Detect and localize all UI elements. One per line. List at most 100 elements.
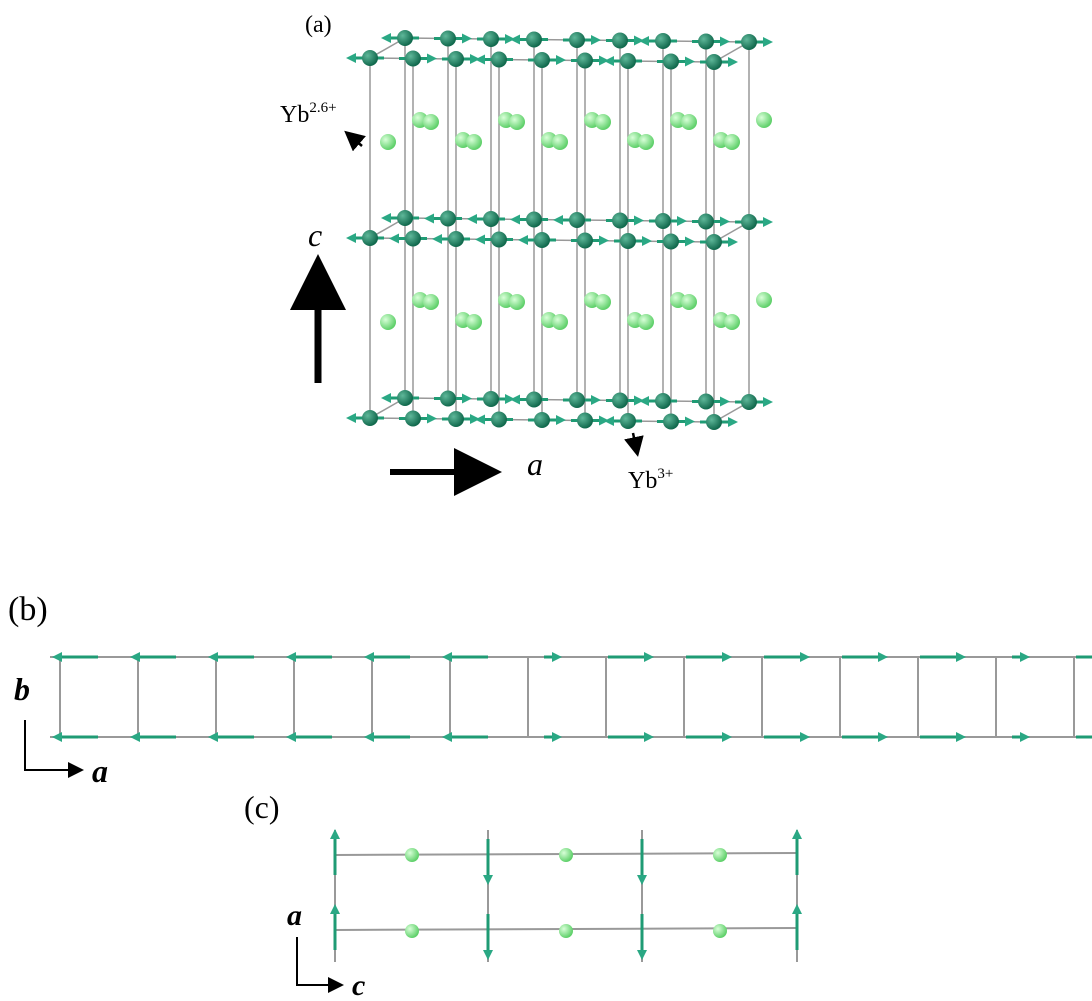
spin-head	[591, 35, 601, 45]
atom-yb26	[713, 848, 727, 862]
spin-head	[442, 732, 452, 742]
spin-head	[432, 234, 442, 244]
atom-yb3	[405, 51, 421, 67]
atom-yb3	[397, 30, 413, 46]
axis-label: c	[308, 217, 322, 253]
atom-yb3	[440, 391, 456, 407]
atom-yb3	[663, 234, 679, 250]
atom-yb3	[526, 392, 542, 408]
atom-yb26	[638, 314, 654, 330]
spin-head	[52, 652, 62, 662]
spin-head	[462, 394, 472, 404]
spin-head	[424, 214, 434, 224]
spin-head	[462, 34, 472, 44]
spin-head	[52, 732, 62, 742]
atom-yb3	[655, 213, 671, 229]
spin-head	[591, 395, 601, 405]
spin-head	[381, 213, 391, 223]
spin-head	[556, 415, 566, 425]
spin-head	[728, 57, 738, 67]
atom-yb26	[423, 294, 439, 310]
spin-head	[792, 829, 802, 839]
atom-yb26	[724, 134, 740, 150]
spin-head	[642, 236, 652, 246]
axis-label: a	[92, 753, 108, 789]
atom-yb26	[380, 314, 396, 330]
spin-head	[604, 416, 614, 426]
spin-head	[553, 215, 563, 225]
atom-yb26	[681, 114, 697, 130]
spin-head	[956, 732, 966, 742]
spin-head	[763, 397, 773, 407]
atom-yb3	[698, 394, 714, 410]
atom-yb26	[466, 314, 482, 330]
spin-head	[639, 36, 649, 46]
pointer	[633, 433, 637, 452]
spin-head	[685, 237, 695, 247]
spin-head	[599, 236, 609, 246]
atom-yb3	[534, 52, 550, 68]
annotation-text: Yb	[280, 102, 309, 128]
spin-head	[728, 237, 738, 247]
axis-label: c	[352, 969, 365, 1001]
annotation-text: Yb	[628, 468, 657, 494]
spin-head	[637, 875, 647, 885]
atom-yb3	[620, 413, 636, 429]
atom-yb3	[569, 32, 585, 48]
atom-yb3	[612, 393, 628, 409]
atom-yb3	[663, 414, 679, 430]
atom-yb3	[526, 212, 542, 228]
spin-head	[130, 732, 140, 742]
atom-yb3	[448, 51, 464, 67]
spin-head	[792, 904, 802, 914]
atom-yb26	[724, 314, 740, 330]
atom-yb26	[552, 314, 568, 330]
atom-yb26	[509, 294, 525, 310]
atom-yb3	[362, 50, 378, 66]
spin-head	[389, 234, 399, 244]
spin-head	[364, 652, 374, 662]
atom-yb3	[534, 412, 550, 428]
spin-head	[1020, 652, 1030, 662]
atom-yb3	[491, 412, 507, 428]
spin-head	[720, 217, 730, 227]
spin-head	[644, 652, 654, 662]
atom-yb3	[577, 413, 593, 429]
atom-yb3	[448, 411, 464, 427]
atom-yb3	[526, 32, 542, 48]
spin-head	[346, 53, 356, 63]
atom-yb3	[397, 210, 413, 226]
spin-head	[720, 397, 730, 407]
annotation-sup: 2.6+	[309, 100, 336, 116]
spin-head	[552, 652, 562, 662]
atom-yb26	[405, 848, 419, 862]
axis-label: a	[527, 446, 543, 482]
atom-yb26	[509, 114, 525, 130]
atom-yb3	[397, 390, 413, 406]
annotation: Yb3+	[628, 466, 673, 494]
spin-head	[475, 415, 485, 425]
spin-head	[878, 652, 888, 662]
annotation-sup: 3+	[657, 466, 673, 482]
atom-yb3	[405, 411, 421, 427]
spin-head	[956, 652, 966, 662]
spin-head	[878, 732, 888, 742]
spin-head	[286, 732, 296, 742]
atom-yb3	[491, 52, 507, 68]
atom-yb3	[741, 394, 757, 410]
atom-yb3	[620, 233, 636, 249]
atom-yb26	[756, 292, 772, 308]
axis-arrow	[25, 720, 80, 770]
panel-label: (a)	[305, 12, 332, 38]
atom-yb26	[405, 924, 419, 938]
spin-head	[722, 732, 732, 742]
spin-head	[728, 417, 738, 427]
atom-yb3	[569, 212, 585, 228]
spin-head	[644, 732, 654, 742]
spin-head	[346, 233, 356, 243]
figure: (a) Yb2.6+ c a Yb3+ (b) b a (c) a c	[0, 0, 1092, 1001]
atom-yb3	[698, 34, 714, 50]
atom-yb3	[655, 33, 671, 49]
spin-head	[800, 732, 810, 742]
atom-yb3	[440, 31, 456, 47]
